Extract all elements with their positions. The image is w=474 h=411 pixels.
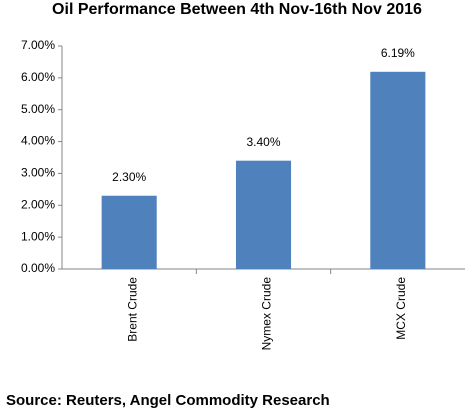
data-label: 3.40% [246, 135, 280, 149]
data-label: 2.30% [112, 170, 146, 184]
y-tick-label: 6.00% [21, 70, 55, 84]
x-tick-label: MCX Crude [394, 277, 408, 340]
bar [235, 160, 292, 269]
bar [101, 195, 157, 269]
x-tick-label: Brent Crude [125, 277, 139, 342]
chart-title: Oil Performance Between 4th Nov-16th Nov… [52, 1, 422, 18]
y-tick-label: 5.00% [21, 102, 55, 116]
x-tick-label: Nymex Crude [260, 277, 274, 351]
source-note: Source: Reuters, Angel Commodity Researc… [6, 392, 330, 409]
y-tick-label: 0.00% [21, 261, 55, 275]
y-tick-label: 1.00% [21, 229, 55, 243]
y-tick-label: 7.00% [21, 38, 55, 52]
y-tick-label: 2.00% [21, 197, 55, 211]
y-tick-label: 4.00% [21, 134, 55, 148]
y-tick-label: 3.00% [21, 166, 55, 180]
bar [370, 71, 426, 269]
data-label: 6.19% [381, 46, 415, 60]
